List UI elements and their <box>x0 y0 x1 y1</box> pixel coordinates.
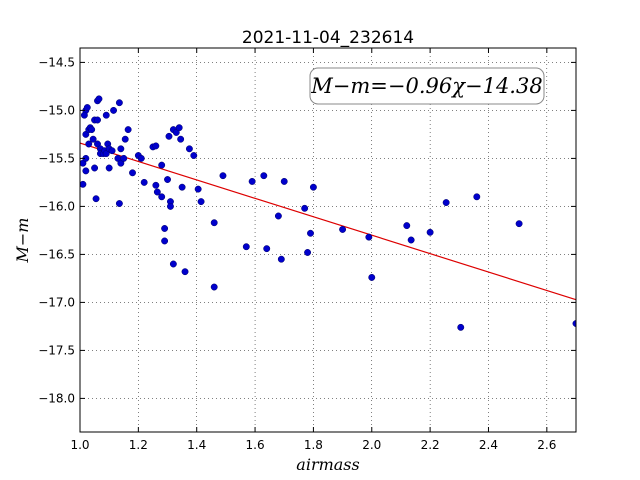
data-point <box>117 145 125 153</box>
data-point <box>263 245 271 253</box>
y-tick-label: −14.5 <box>38 55 75 69</box>
data-point <box>153 188 161 196</box>
y-tick-label: −18.0 <box>38 391 75 405</box>
data-point <box>165 132 173 140</box>
data-point <box>197 198 205 206</box>
data-point <box>194 185 202 193</box>
plot-frame <box>79 47 577 433</box>
data-point <box>368 273 376 281</box>
x-tick-label: 1.8 <box>304 438 323 452</box>
fit-line <box>79 142 577 301</box>
data-point <box>185 145 193 153</box>
data-point <box>190 152 198 159</box>
y-tick-label: −17.0 <box>38 295 75 309</box>
data-point <box>91 164 99 172</box>
data-point <box>426 228 434 236</box>
data-point <box>178 183 186 191</box>
data-point <box>115 200 123 207</box>
data-point <box>92 195 100 203</box>
y-tick-label: −16.0 <box>38 199 75 213</box>
data-point <box>210 283 218 291</box>
data-point <box>158 193 166 201</box>
data-point <box>121 135 129 143</box>
data-point <box>140 178 148 186</box>
data-point <box>309 183 317 191</box>
data-point <box>124 126 132 134</box>
data-point <box>120 154 128 162</box>
data-point <box>407 236 415 244</box>
x-tick-label: 1.0 <box>70 438 89 452</box>
x-tick-label: 1.6 <box>246 438 265 452</box>
data-point <box>108 147 116 155</box>
data-point <box>80 111 88 119</box>
data-point <box>80 180 87 188</box>
data-point <box>105 164 113 172</box>
data-point <box>115 99 123 107</box>
data-point <box>89 135 97 143</box>
data-point <box>166 202 174 210</box>
data-point <box>457 323 465 331</box>
data-point <box>152 142 160 150</box>
x-tick-label: 2.4 <box>479 438 498 452</box>
data-point <box>304 249 312 256</box>
data-point <box>85 140 93 148</box>
data-point <box>515 220 523 228</box>
data-point <box>307 229 314 237</box>
data-point <box>181 268 189 276</box>
data-point <box>161 237 169 245</box>
data-point <box>177 135 185 143</box>
data-point <box>274 212 282 220</box>
data-point <box>210 219 218 227</box>
y-tick-label: −15.0 <box>38 103 75 117</box>
x-tick-label: 1.4 <box>187 438 206 452</box>
x-tick-label: 2.6 <box>537 438 556 452</box>
data-point <box>277 255 285 263</box>
data-points <box>80 95 576 331</box>
data-point <box>88 126 96 134</box>
data-point <box>95 95 103 103</box>
data-point <box>403 222 411 230</box>
data-point <box>473 193 481 201</box>
data-point <box>161 225 169 232</box>
chart-title: 2021-11-04_232614 <box>242 28 414 48</box>
grid-lines <box>79 48 576 432</box>
data-point <box>102 111 110 119</box>
data-point <box>365 233 373 241</box>
y-axis-label: M−m <box>13 218 32 264</box>
axis-ticks: 1.0 1.2 1.4 1.6 1.8 2.0 2.2 2.4 2.6 −14.5 −15.0 −15… <box>38 48 576 452</box>
data-point <box>175 124 183 132</box>
annotation-box <box>309 67 545 105</box>
data-point <box>219 172 227 180</box>
data-point <box>280 177 288 185</box>
data-point <box>152 181 160 189</box>
annotation-text: M−m=−0.96χ−14.38 <box>310 74 542 98</box>
data-point <box>301 204 309 212</box>
data-point <box>164 176 171 183</box>
fit-line-group <box>79 142 577 301</box>
data-point <box>82 167 90 175</box>
data-point <box>94 116 101 124</box>
data-point <box>169 260 177 268</box>
data-point <box>137 154 145 162</box>
data-point <box>110 106 118 114</box>
data-point <box>129 169 136 177</box>
y-tick-label: −16.5 <box>38 247 75 261</box>
data-point <box>158 161 166 169</box>
x-tick-label: 2.0 <box>362 438 381 452</box>
x-axis-label: airmass <box>296 455 359 474</box>
x-tick-label: 2.2 <box>421 438 440 452</box>
y-tick-label: −17.5 <box>38 343 75 357</box>
data-point <box>339 225 347 233</box>
data-point <box>260 172 268 180</box>
data-point <box>442 199 450 207</box>
data-point <box>83 104 91 111</box>
data-point <box>248 177 256 185</box>
data-point <box>242 243 250 251</box>
y-tick-label: −15.5 <box>38 151 75 165</box>
x-tick-label: 1.2 <box>129 438 148 452</box>
